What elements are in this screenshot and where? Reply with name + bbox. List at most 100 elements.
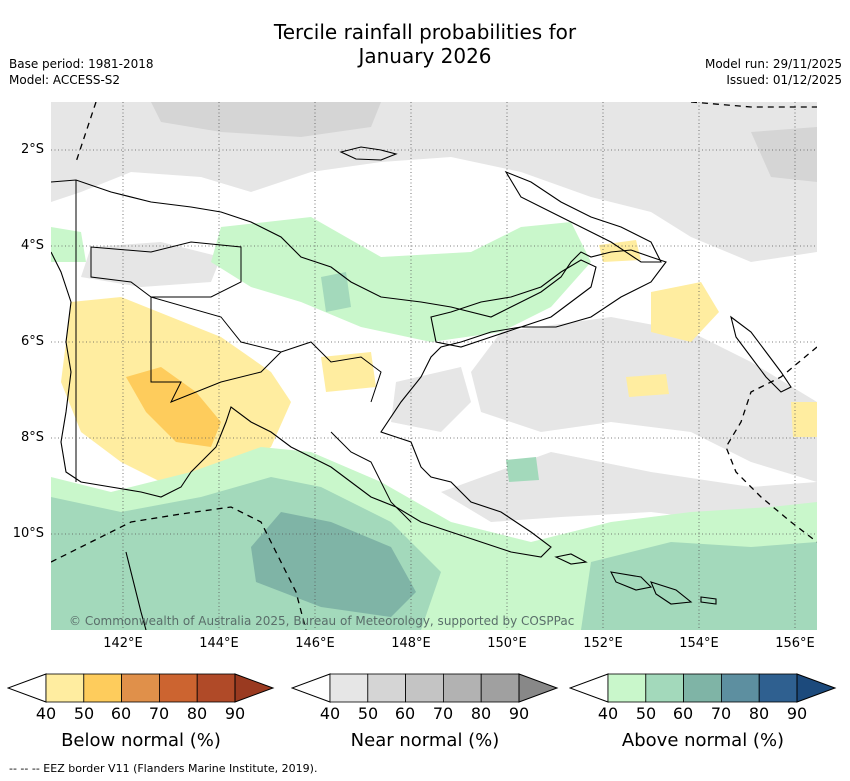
above-normal-band-north bbox=[211, 217, 591, 342]
cape-york-coast bbox=[125, 551, 147, 630]
colorbar-below-normal-svg bbox=[7, 673, 275, 703]
below-normal-patch-east bbox=[651, 282, 719, 342]
colorbar-extend-high bbox=[518, 673, 559, 703]
lat-tick-10s: 10°S bbox=[12, 526, 44, 541]
below-normal-patch-center bbox=[321, 352, 376, 392]
graticule bbox=[51, 102, 817, 630]
above-normal-north-patch bbox=[321, 272, 351, 312]
probability-map: © Commonwealth of Australia 2025, Bureau… bbox=[51, 102, 817, 630]
cbar-tick: 80 bbox=[470, 704, 492, 723]
new-ireland-coast bbox=[504, 170, 662, 263]
above-normal-west-edge bbox=[51, 227, 86, 262]
chart-title: Tercile rainfall probabilities for Janua… bbox=[0, 20, 850, 68]
colorbar-swatch bbox=[645, 673, 685, 703]
colorbar-extend-high bbox=[234, 673, 275, 703]
lat-tick-2s: 2°S bbox=[20, 142, 44, 157]
colorbar-swatch bbox=[607, 673, 647, 703]
colorbar-swatch bbox=[405, 673, 444, 703]
colorbar-swatch bbox=[720, 673, 760, 703]
cbar-tick: 60 bbox=[672, 704, 694, 723]
colorbar-swatch bbox=[442, 673, 482, 703]
cbar-tick: 60 bbox=[110, 704, 132, 723]
lon-tick-154e: 154°E bbox=[679, 636, 719, 651]
above-normal-patch-center bbox=[506, 457, 539, 482]
colorbar-swatch bbox=[329, 673, 369, 703]
base-period: Base period: 1981-2018 bbox=[9, 57, 154, 71]
lat-tick-6s: 6°S bbox=[20, 334, 44, 349]
model-name: Model: ACCESS-S2 bbox=[9, 73, 121, 87]
colorbar-swatch bbox=[367, 673, 407, 703]
copyright-notice: © Commonwealth of Australia 2025, Bureau… bbox=[69, 614, 575, 628]
cbar-tick: 40 bbox=[319, 704, 341, 723]
solomon-island-3 bbox=[700, 596, 717, 605]
cbar-tick: 40 bbox=[35, 704, 57, 723]
colorbar-swatch bbox=[683, 673, 722, 703]
louisiade-islands bbox=[554, 553, 588, 565]
colorbar-swatch bbox=[758, 673, 798, 703]
colorbar-swatch bbox=[480, 673, 520, 703]
eez-border-south bbox=[51, 506, 307, 630]
cbar-tick: 80 bbox=[748, 704, 770, 723]
eez-border-ne bbox=[690, 102, 817, 108]
title-line-2: January 2026 bbox=[358, 44, 492, 68]
solomon-island-2 bbox=[650, 581, 693, 605]
cbar-tick: 40 bbox=[597, 704, 619, 723]
province-border-4 bbox=[330, 431, 412, 523]
admin-borders bbox=[75, 180, 412, 523]
province-border-1 bbox=[90, 241, 242, 298]
lon-tick-142e: 142°E bbox=[103, 636, 143, 651]
colorbar-swatch bbox=[83, 673, 123, 703]
cbar-tick: 60 bbox=[394, 704, 416, 723]
issued-date: Issued: 01/12/2025 bbox=[726, 73, 842, 87]
colorbar-below-normal: 40 50 60 70 80 90 Below normal (%) bbox=[7, 672, 275, 751]
cbar-tick: 50 bbox=[635, 704, 657, 723]
near-normal-darker-ne bbox=[751, 127, 817, 182]
new-guinea-coast bbox=[51, 179, 667, 558]
near-normal-region-north bbox=[51, 102, 817, 262]
above-normal-60-south bbox=[251, 512, 416, 617]
lon-tick-146e: 146°E bbox=[295, 636, 335, 651]
eez-border-east bbox=[725, 346, 817, 543]
cbar-tick: 70 bbox=[432, 704, 454, 723]
cbar-tick: 90 bbox=[224, 704, 246, 723]
colorbar-swatch bbox=[121, 673, 160, 703]
colorbar-above-normal-label: Above normal (%) bbox=[621, 730, 785, 751]
cbar-tick: 80 bbox=[186, 704, 208, 723]
colorbar-near-normal: 40 50 60 70 80 90 Near normal (%) bbox=[291, 672, 559, 751]
cbar-tick: 50 bbox=[73, 704, 95, 723]
cbar-tick: 90 bbox=[508, 704, 530, 723]
colorbar-extend-low bbox=[7, 673, 47, 703]
title-line-1: Tercile rainfall probabilities for bbox=[273, 20, 577, 44]
colorbar-extend-low bbox=[291, 673, 331, 703]
map-svg bbox=[51, 102, 817, 630]
below-normal-60-patch bbox=[126, 367, 221, 447]
lat-tick-4s: 4°S bbox=[20, 238, 44, 253]
solomon-island-1 bbox=[610, 571, 653, 591]
colorbar-swatch bbox=[45, 673, 85, 703]
lon-tick-144e: 144°E bbox=[199, 636, 239, 651]
below-normal-patch-se bbox=[791, 402, 817, 437]
lon-tick-156e: 156°E bbox=[775, 636, 815, 651]
meta-left: Base period: 1981-2018 Model: ACCESS-S2 bbox=[9, 56, 154, 88]
eez-borders bbox=[51, 102, 817, 630]
colorbar-extend-low bbox=[569, 673, 609, 703]
colorbar-near-normal-label: Near normal (%) bbox=[350, 730, 500, 751]
coastlines bbox=[51, 146, 792, 630]
lon-tick-152e: 152°E bbox=[583, 636, 623, 651]
province-border-3 bbox=[280, 341, 382, 403]
manus-island-coast bbox=[339, 146, 398, 161]
colorbar-above-normal: 40 50 60 70 80 90 Above normal (%) bbox=[569, 672, 837, 751]
new-britain-coast bbox=[430, 259, 597, 348]
cbar-tick: 70 bbox=[710, 704, 732, 723]
colorbar-above-normal-svg bbox=[569, 673, 837, 703]
cbar-tick: 50 bbox=[357, 704, 379, 723]
lon-tick-150e: 150°E bbox=[487, 636, 527, 651]
bougainville-coast bbox=[730, 315, 792, 393]
colorbar-below-normal-label: Below normal (%) bbox=[61, 730, 221, 751]
near-normal-region-west bbox=[81, 242, 221, 287]
meta-right: Model run: 29/11/2025 Issued: 01/12/2025 bbox=[705, 56, 842, 88]
below-normal-patch-mid bbox=[626, 374, 669, 397]
colorbar-near-normal-svg bbox=[291, 673, 559, 703]
province-border-2 bbox=[150, 296, 282, 403]
colorbar-swatch bbox=[158, 673, 198, 703]
